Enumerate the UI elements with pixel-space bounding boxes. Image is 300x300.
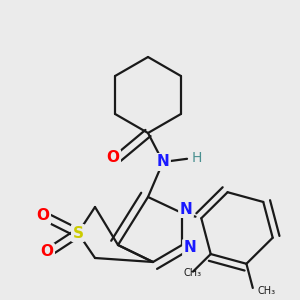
Text: N: N [180, 202, 192, 217]
Text: O: O [37, 208, 50, 224]
Text: O: O [106, 151, 119, 166]
Text: S: S [73, 226, 83, 241]
Text: O: O [40, 244, 53, 260]
Text: N: N [157, 154, 169, 169]
Text: CH₃: CH₃ [184, 268, 202, 278]
Text: H: H [192, 151, 202, 165]
Text: N: N [184, 241, 196, 256]
Text: CH₃: CH₃ [258, 286, 276, 296]
